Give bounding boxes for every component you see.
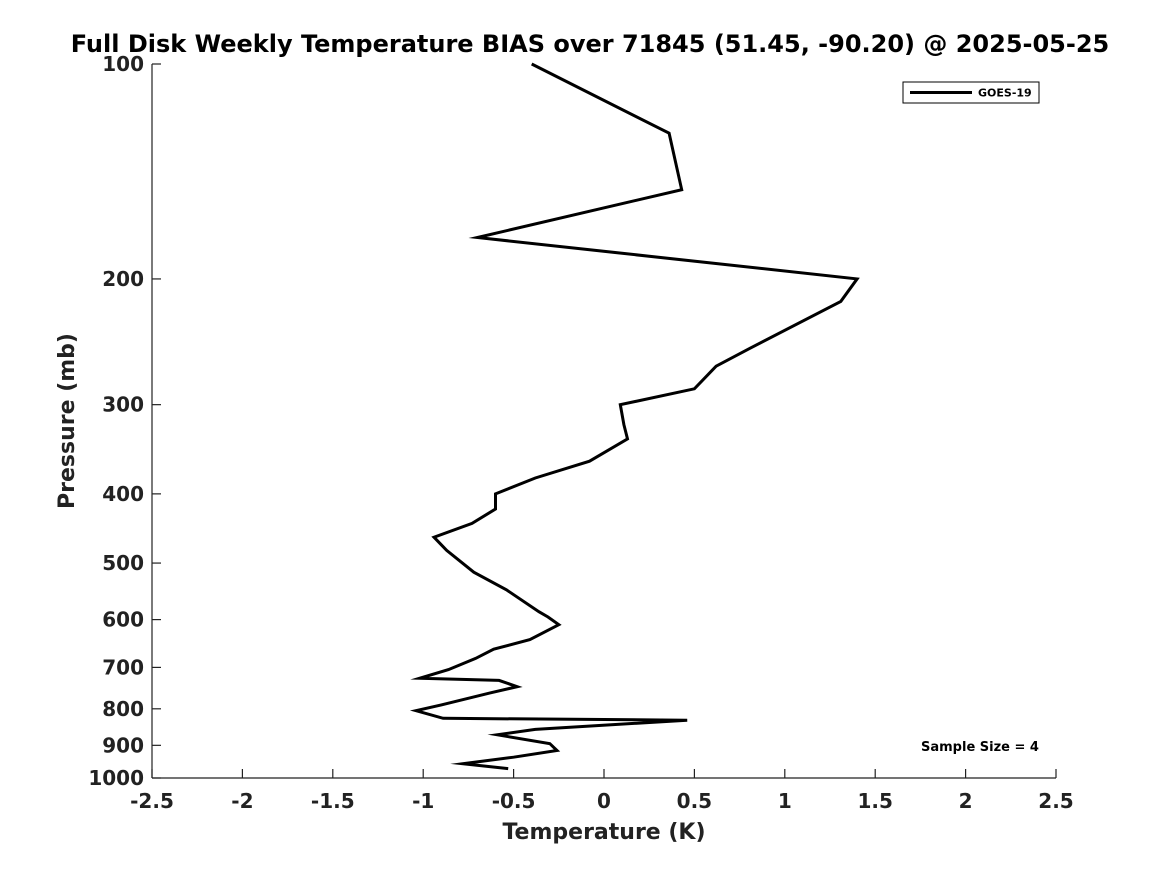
y-axis-label: Pressure (mb) (55, 333, 80, 509)
x-tick-label: 1 (778, 789, 792, 813)
y-axis-ticks: 100 200 300 400 500 600 700 800 900 1000 (88, 52, 161, 790)
plot-area: -2.5 -2 -1.5 -1 -0.5 0 0.5 1 1.5 2 2.5 100 200 300 40… (88, 52, 1073, 813)
x-tick-label: 2.5 (1038, 789, 1073, 813)
x-axis-ticks: -2.5 -2 -1.5 -1 -0.5 0 0.5 1 1.5 2 2.5 (130, 769, 1074, 813)
x-tick-label: 2 (959, 789, 973, 813)
y-tick-label: 1000 (88, 766, 144, 790)
x-tick-label: 1.5 (857, 789, 892, 813)
y-tick-label: 300 (102, 393, 144, 417)
y-tick-label: 600 (102, 608, 144, 632)
y-tick-label: 400 (102, 482, 144, 506)
y-tick-label: 900 (102, 733, 144, 757)
legend: GOES-19 (902, 81, 1040, 104)
legend-label-goes-19: GOES-19 (978, 87, 1032, 100)
x-tick-label: -1.5 (311, 789, 355, 813)
chart-title: Full Disk Weekly Temperature BIAS over 7… (71, 30, 1110, 58)
y-tick-label: 700 (102, 655, 144, 679)
x-tick-label: 0.5 (677, 789, 712, 813)
y-tick-label: 200 (102, 267, 144, 291)
x-tick-label: -0.5 (492, 789, 536, 813)
series-line-goes-19 (409, 62, 860, 771)
y-tick-label: 800 (102, 697, 144, 721)
x-tick-label: -2 (231, 789, 253, 813)
y-tick-label: 100 (102, 52, 144, 76)
sample-size-annotation: Sample Size = 4 (921, 740, 1039, 755)
y-tick-label: 500 (102, 551, 144, 575)
x-tick-label: 0 (597, 789, 611, 813)
x-tick-label: -1 (412, 789, 434, 813)
x-tick-label: -2.5 (130, 789, 174, 813)
x-axis-label: Temperature (K) (502, 820, 705, 845)
series-layer (409, 62, 860, 771)
